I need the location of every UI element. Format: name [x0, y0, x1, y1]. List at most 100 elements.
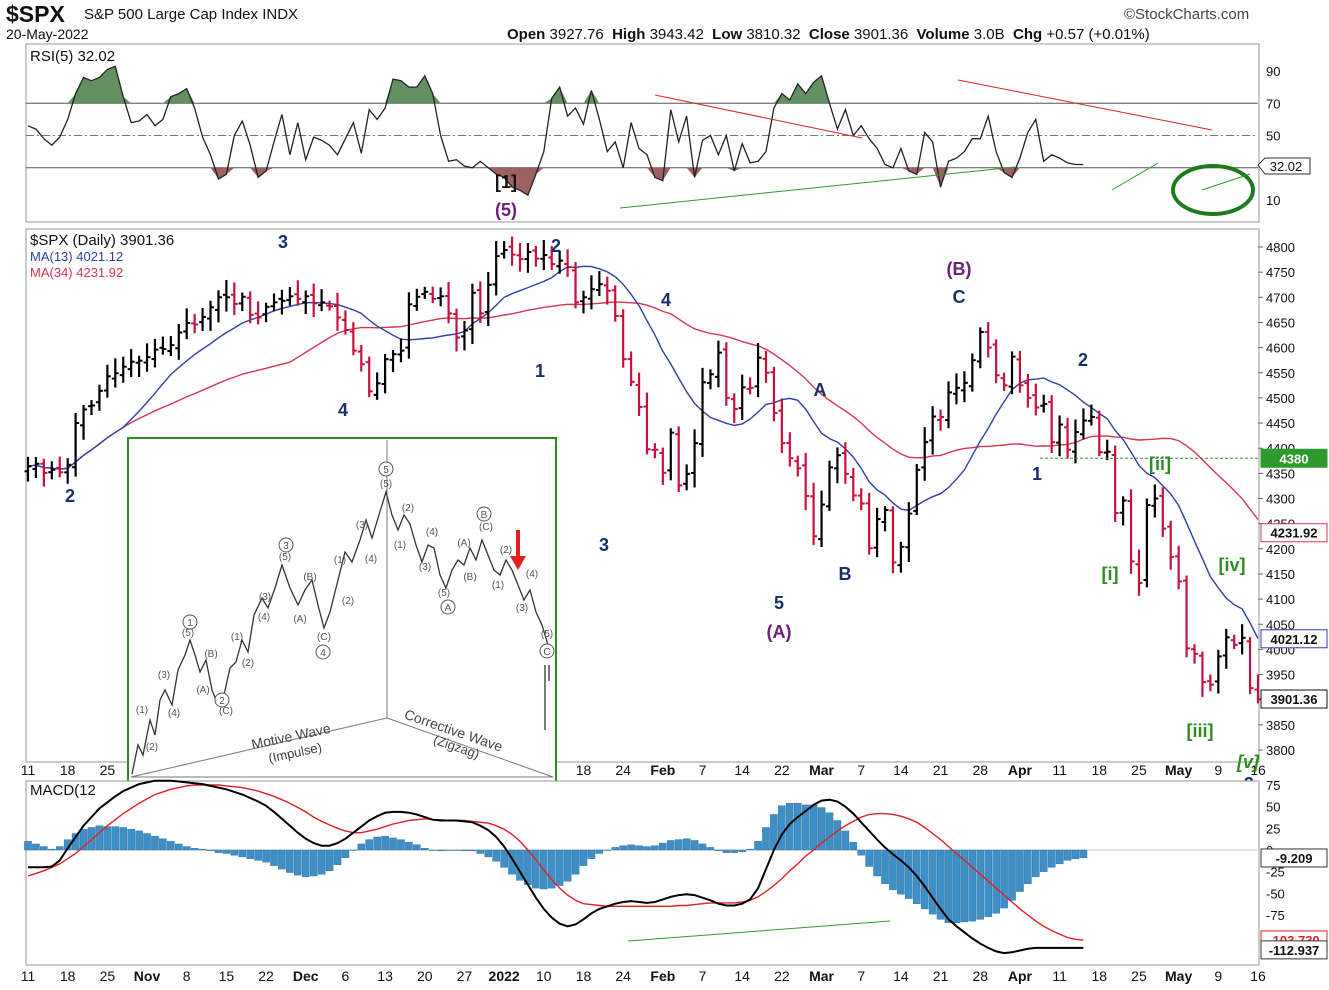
- ohlc-bar: [714, 340, 722, 388]
- rsi-trendline-red-2: [957, 79, 1213, 131]
- macd-tick-label: -50: [1266, 886, 1285, 901]
- inset-sub-label: (5): [380, 479, 392, 490]
- ohlc-bar: [659, 447, 667, 485]
- ohlc-bar: [183, 308, 191, 340]
- description-text: S&P 500 Large Cap Index: [84, 6, 259, 23]
- macd-histogram-bar: [1079, 849, 1088, 858]
- ohlc-bar: [270, 293, 278, 312]
- macd-histogram-bar: [214, 849, 223, 853]
- ohlc-bar: [1032, 383, 1040, 416]
- ohlc-bar: [1056, 415, 1064, 457]
- price-tick-label: 4200: [1266, 542, 1295, 557]
- macd-x-label: 18: [1092, 968, 1108, 984]
- inset-circled-label: A: [445, 603, 452, 614]
- macd-histogram-bar: [944, 849, 953, 924]
- macd-histogram-bar: [1063, 849, 1072, 861]
- macd-trendline-green: [627, 920, 891, 942]
- inset-circled-label: B: [481, 510, 488, 521]
- price-x-label: Feb: [650, 762, 675, 778]
- ohlc-bar: [468, 283, 476, 344]
- rsi-line: [27, 65, 1084, 197]
- price-x-label: 25: [100, 762, 116, 778]
- macd-x-label: 14: [734, 968, 750, 984]
- high-label: High: [612, 26, 646, 43]
- inset-circled-label: 2: [219, 696, 225, 707]
- inset-sub-label: (A): [457, 538, 470, 549]
- price-tick-label: 4100: [1266, 592, 1295, 607]
- macd-line: [28, 779, 1084, 955]
- ohlc-bar: [175, 323, 183, 360]
- inset-sub-label: (B): [204, 649, 217, 660]
- macd-histogram-bar: [873, 849, 881, 877]
- macd-histogram-bar: [587, 849, 596, 859]
- ohlc-bar: [1135, 549, 1143, 596]
- ohlc-bar: [1048, 395, 1056, 453]
- price-x-label: 18: [576, 762, 592, 778]
- price-x-label: 7: [857, 762, 865, 778]
- ohlc-bar: [445, 281, 453, 324]
- macd-x-label: 18: [60, 968, 76, 984]
- inset-sub-label: (4): [526, 569, 538, 580]
- price-tick-label: 4550: [1266, 366, 1295, 381]
- ohlc-bar: [413, 288, 421, 311]
- macd-histogram-bar: [246, 849, 254, 859]
- ohlc-readout: Open 3927.76 High 3943.42 Low 3810.32 Cl…: [507, 26, 1150, 43]
- ohlc-bar: [516, 242, 524, 272]
- macd-histogram-bar: [55, 846, 64, 851]
- ma34-legend: MA(34) 4231.92: [30, 265, 123, 280]
- inset-sub-label: (2): [402, 503, 414, 514]
- inset-sub-label: (3): [419, 562, 431, 573]
- inset-wave-line: [131, 489, 549, 775]
- ohlc-bar: [802, 452, 810, 511]
- rsi-last-value: 32.02: [1270, 159, 1303, 174]
- ohlc-bar: [460, 320, 468, 351]
- macd-histogram-bar: [635, 845, 643, 851]
- macd-histogram-bar: [111, 826, 120, 851]
- close-value-tag: 3901.36: [1271, 692, 1318, 707]
- ohlc-bar: [730, 393, 738, 424]
- ohlc-bar: [889, 506, 897, 574]
- ohlc-bar: [818, 490, 826, 547]
- ohlc-bar: [699, 367, 707, 457]
- price-x-label: 11: [21, 762, 36, 778]
- ohlc-bar: [667, 428, 675, 481]
- macd-histogram-bar: [674, 839, 683, 851]
- macd-histogram-bar: [151, 835, 159, 851]
- macd-histogram-bar: [809, 804, 818, 851]
- ohlc-bar: [1246, 637, 1254, 695]
- ohlc-bar: [24, 456, 32, 482]
- ohlc-bar: [841, 442, 849, 484]
- ohlc-bar: [318, 289, 326, 312]
- macd-histogram-bar: [762, 827, 770, 851]
- ohlc-bar: [1000, 372, 1008, 391]
- inset-sub-label: (B): [463, 572, 476, 583]
- macd-histogram-bar: [865, 849, 873, 867]
- macd-histogram-bar: [801, 804, 810, 851]
- macd-histogram-bar: [841, 830, 850, 851]
- rsi-trendline-green-1: [619, 166, 1016, 209]
- ohlc-bar: [524, 243, 532, 273]
- price-tick-label: 4050: [1266, 617, 1295, 632]
- macd-histogram-bar: [1000, 849, 1008, 909]
- macd-histogram-bar: [960, 849, 969, 923]
- price-x-label: 14: [734, 762, 750, 778]
- wave-label: 4: [338, 400, 348, 420]
- macd-histogram-bar: [333, 849, 342, 865]
- ohlc-bar: [619, 309, 627, 368]
- inset-sub-label: (4): [258, 612, 270, 623]
- ohlc-bar: [1238, 624, 1246, 655]
- exchange: INDX: [262, 6, 299, 23]
- ma34-value-tag-box: [1260, 523, 1328, 543]
- price-x-label: May: [1165, 762, 1192, 778]
- macd-histogram-bar: [190, 848, 199, 851]
- ma13-legend: MA(13) 4021.12: [30, 249, 123, 264]
- volume-label: Volume: [916, 26, 970, 43]
- inset-sub-label: (5): [438, 588, 450, 599]
- ohlc-bar: [381, 353, 389, 394]
- ohlc-bar: [167, 336, 175, 357]
- ohlc-bar: [72, 412, 80, 477]
- ohlc-bar: [635, 372, 643, 417]
- macd-tick-label: -25: [1266, 865, 1285, 880]
- inset-circled-marker: [539, 643, 555, 659]
- macd-histogram-bar: [341, 849, 350, 858]
